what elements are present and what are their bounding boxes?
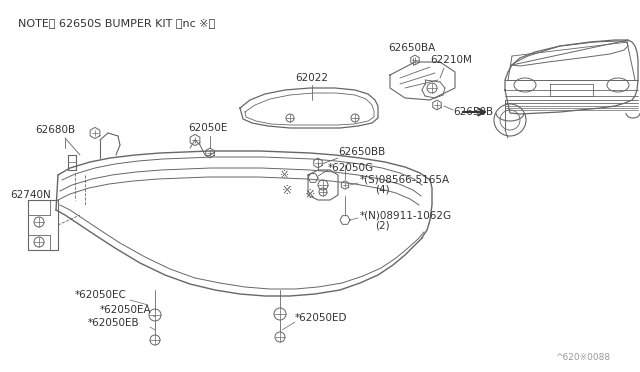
Text: *62050EB: *62050EB [88, 318, 140, 328]
Text: *62050EC: *62050EC [75, 290, 127, 300]
Text: 62650B: 62650B [453, 107, 493, 117]
Text: 62650BB: 62650BB [338, 147, 385, 157]
Text: ※: ※ [282, 183, 292, 196]
Text: ※: ※ [280, 170, 289, 180]
Text: (4): (4) [375, 185, 390, 195]
Text: 62650BA: 62650BA [388, 43, 435, 53]
Text: 62022: 62022 [295, 73, 328, 83]
Text: *(S)08566-5165A: *(S)08566-5165A [360, 175, 450, 185]
Text: 62680B: 62680B [35, 125, 75, 135]
Text: 62050E: 62050E [188, 123, 227, 133]
Text: 62740N: 62740N [10, 190, 51, 200]
Text: ※: ※ [305, 189, 316, 202]
Text: 62210M: 62210M [430, 55, 472, 65]
Text: *62050G: *62050G [328, 163, 374, 173]
Text: (2): (2) [375, 220, 390, 230]
Text: *(N)08911-1062G: *(N)08911-1062G [360, 210, 452, 220]
Text: ^620※0088: ^620※0088 [555, 353, 610, 362]
Text: NOTE； 62650S BUMPER KIT （nc ※）: NOTE； 62650S BUMPER KIT （nc ※） [18, 18, 215, 28]
Text: *62050ED: *62050ED [295, 313, 348, 323]
Text: *62050EA: *62050EA [100, 305, 152, 315]
